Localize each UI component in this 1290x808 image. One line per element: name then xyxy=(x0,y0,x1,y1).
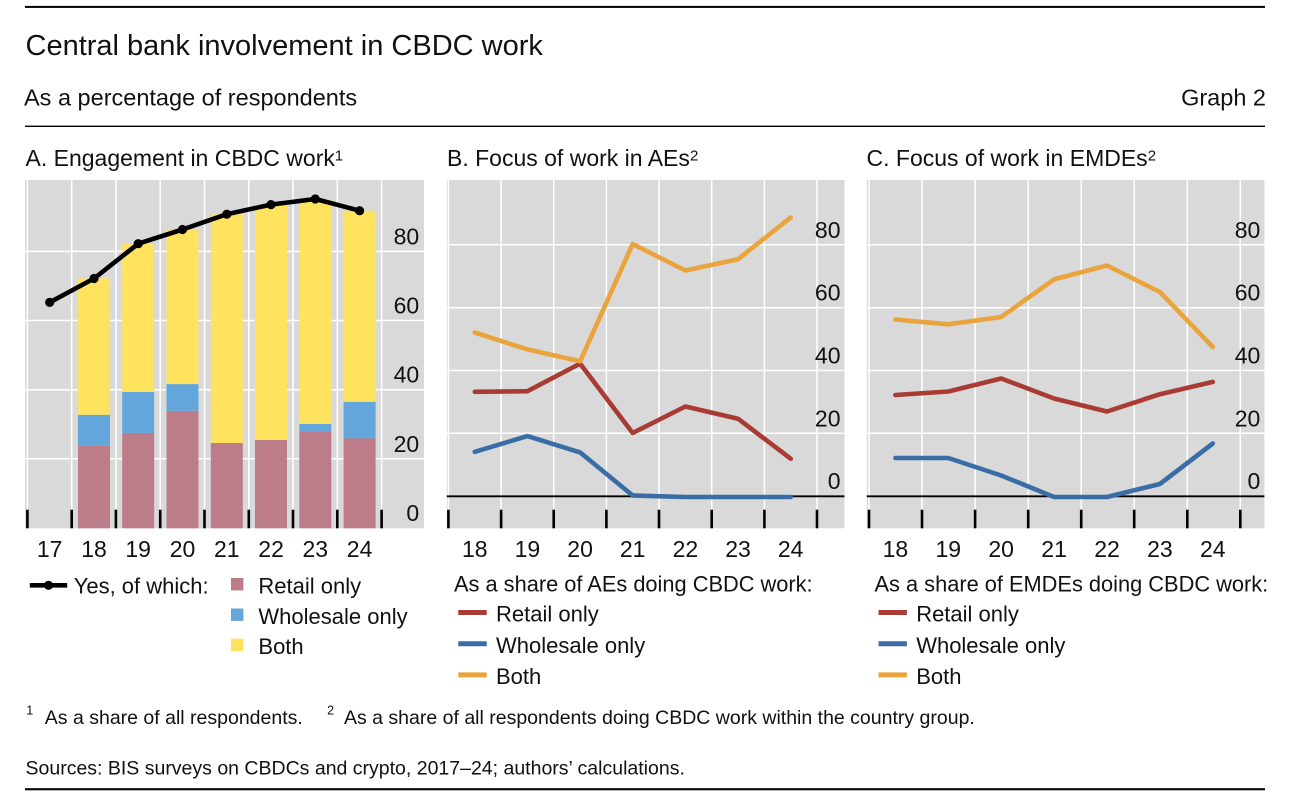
svg-text:60: 60 xyxy=(815,280,841,306)
svg-text:Central bank involvement in CB: Central bank involvement in CBDC work xyxy=(26,30,544,62)
svg-text:Both: Both xyxy=(496,664,541,689)
svg-text:As a percentage of respondents: As a percentage of respondents xyxy=(24,85,357,111)
svg-text:As a share of all respondents.: As a share of all respondents. xyxy=(45,707,303,729)
svg-text:19: 19 xyxy=(936,536,962,562)
svg-text:20: 20 xyxy=(988,536,1014,562)
svg-text:C. Focus of work in EMDEs: C. Focus of work in EMDEs xyxy=(867,145,1148,171)
svg-text:20: 20 xyxy=(1235,405,1261,431)
svg-text:As a share of AEs doing CBDC w: As a share of AEs doing CBDC work: xyxy=(454,571,813,596)
svg-text:21: 21 xyxy=(1041,536,1067,562)
svg-text:19: 19 xyxy=(515,536,541,562)
svg-text:24: 24 xyxy=(778,536,804,562)
svg-text:0: 0 xyxy=(828,468,841,494)
svg-text:22: 22 xyxy=(673,536,699,562)
svg-text:18: 18 xyxy=(462,536,488,562)
svg-text:2: 2 xyxy=(327,703,334,717)
svg-text:2: 2 xyxy=(1148,148,1156,165)
svg-text:21: 21 xyxy=(214,536,240,562)
svg-text:20: 20 xyxy=(394,431,420,457)
svg-text:22: 22 xyxy=(258,536,284,562)
svg-text:Wholesale only: Wholesale only xyxy=(916,633,1065,658)
svg-text:Wholesale only: Wholesale only xyxy=(496,633,645,658)
svg-text:Graph 2: Graph 2 xyxy=(1181,85,1266,111)
svg-text:As a share of EMDEs doing CBDC: As a share of EMDEs doing CBDC work: xyxy=(875,571,1269,596)
svg-text:0: 0 xyxy=(406,500,419,526)
svg-text:21: 21 xyxy=(620,536,646,562)
svg-text:0: 0 xyxy=(1248,468,1261,494)
svg-text:1: 1 xyxy=(335,148,343,165)
svg-text:17: 17 xyxy=(37,536,63,562)
svg-text:B. Focus of work in AEs: B. Focus of work in AEs xyxy=(447,145,690,171)
svg-text:40: 40 xyxy=(1235,343,1261,369)
svg-text:60: 60 xyxy=(394,293,420,319)
svg-text:20: 20 xyxy=(815,405,841,431)
svg-text:40: 40 xyxy=(815,343,841,369)
svg-text:A. Engagement in CBDC work: A. Engagement in CBDC work xyxy=(26,145,336,171)
svg-text:20: 20 xyxy=(170,536,196,562)
svg-text:1: 1 xyxy=(26,703,33,717)
svg-text:Both: Both xyxy=(916,664,961,689)
svg-text:24: 24 xyxy=(347,536,373,562)
svg-text:Wholesale only: Wholesale only xyxy=(258,604,407,629)
svg-text:20: 20 xyxy=(567,536,593,562)
svg-text:Retail only: Retail only xyxy=(916,602,1019,627)
svg-text:22: 22 xyxy=(1094,536,1120,562)
svg-text:Retail only: Retail only xyxy=(258,573,361,598)
svg-text:2: 2 xyxy=(690,148,698,165)
svg-text:60: 60 xyxy=(1235,280,1261,306)
svg-text:Yes, of which:: Yes, of which: xyxy=(74,573,209,598)
svg-text:Retail only: Retail only xyxy=(496,602,599,627)
svg-text:19: 19 xyxy=(125,536,151,562)
svg-text:23: 23 xyxy=(1147,536,1173,562)
svg-text:40: 40 xyxy=(394,362,420,388)
svg-text:80: 80 xyxy=(1235,217,1261,243)
svg-text:Both: Both xyxy=(258,634,303,659)
svg-text:80: 80 xyxy=(394,223,420,249)
svg-text:23: 23 xyxy=(303,536,329,562)
svg-text:24: 24 xyxy=(1200,536,1226,562)
svg-text:23: 23 xyxy=(725,536,751,562)
svg-text:18: 18 xyxy=(81,536,107,562)
svg-text:18: 18 xyxy=(883,536,909,562)
svg-text:80: 80 xyxy=(815,217,841,243)
svg-text:As a share of all respondents: As a share of all respondents doing CBDC… xyxy=(344,707,975,729)
svg-text:Sources: BIS surveys on CBDCs: Sources: BIS surveys on CBDCs and crypto… xyxy=(26,757,685,779)
